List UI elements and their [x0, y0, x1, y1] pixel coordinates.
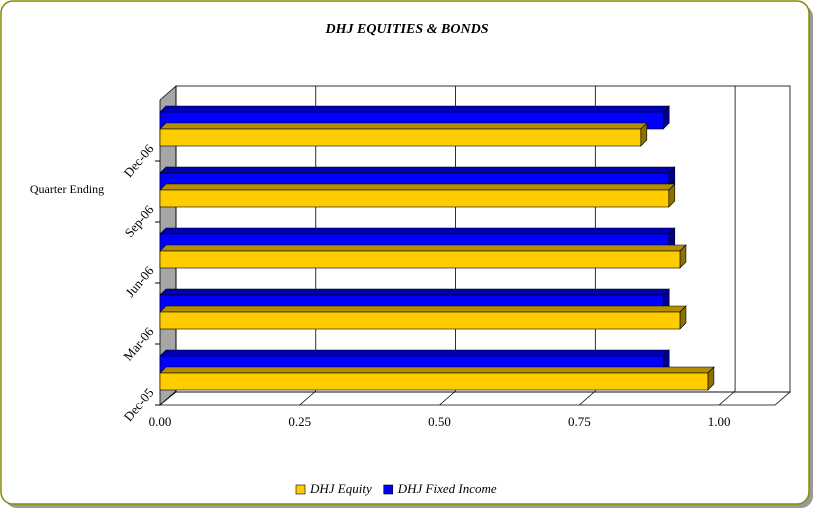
bar-top	[159, 305, 687, 313]
x-tick-label: 1.00	[708, 414, 731, 429]
floor	[158, 391, 792, 406]
bar-front	[159, 250, 681, 269]
floor-grid-line	[439, 390, 456, 406]
bar	[159, 122, 648, 147]
bar-front	[159, 311, 681, 330]
bar-top	[159, 244, 687, 252]
chart-title: DHJ EQUITIES & BONDS	[325, 22, 489, 37]
bar-top	[159, 349, 670, 357]
bar-top	[159, 288, 670, 296]
legend-label: DHJ Equity	[309, 481, 372, 496]
floor-grid-line	[718, 390, 736, 406]
floor-grid-line	[579, 390, 596, 406]
bar-top	[159, 122, 648, 130]
legend-swatch	[383, 484, 394, 495]
bar	[159, 305, 687, 330]
bar	[159, 183, 676, 208]
floor-grid-line	[159, 390, 177, 406]
bar-top	[159, 366, 715, 374]
bar	[159, 366, 715, 391]
bar-front	[159, 128, 642, 147]
bar-top	[159, 227, 676, 235]
bar	[159, 244, 687, 269]
floor-grid-line	[299, 390, 317, 406]
x-tick-label: 0.00	[149, 414, 172, 429]
x-tick-label: 0.50	[428, 414, 451, 429]
bar-front	[159, 189, 670, 208]
legend-swatch	[295, 484, 306, 495]
x-tick-label: 0.75	[568, 414, 591, 429]
x-tick-label: 0.25	[288, 414, 311, 429]
bar-top	[159, 166, 676, 174]
bar-top	[159, 105, 670, 113]
legend-label: DHJ Fixed Income	[397, 481, 497, 496]
bar-front	[159, 372, 709, 391]
bar-top	[159, 183, 676, 191]
y-axis-label: Quarter Ending	[30, 182, 104, 196]
